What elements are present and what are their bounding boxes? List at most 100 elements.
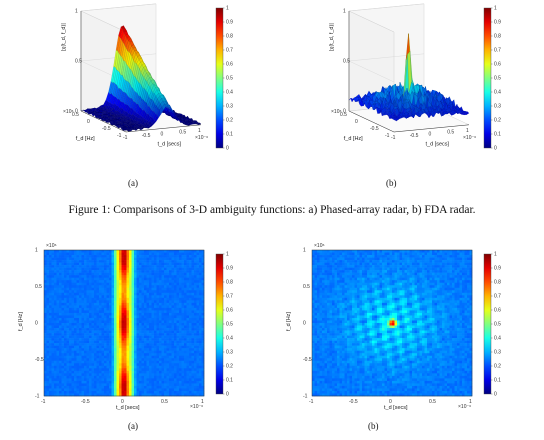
heatmap-fda: 1 0.5 0 -0.5 -1 -1 -0.5 0 0.5 1 ×10⁶ ×10⁻⁶ t_d [secs… <box>276 236 531 414</box>
colorbar-tick-label: 0.3 <box>226 104 233 110</box>
colorbar-tick-label: 0.8 <box>226 34 233 40</box>
colorbar: 1 0.9 0.8 0.7 0.6 0.5 0.4 0.3 0.2 0.1 0 <box>483 252 501 398</box>
surface-plot-fda: 1 0.5 0 -1 -0.5 0 0.5 1 0.5 0 -0.5 -1 |χ(t_d, f_d)| f… <box>276 0 531 170</box>
y-axis-label: f_d [Hz] <box>18 312 24 331</box>
x-tick-label: 1 <box>201 399 204 405</box>
z-axis-label: |χ(t_d, f_d)| <box>329 23 335 51</box>
colorbar-tick-label: 0.9 <box>494 266 501 272</box>
colorbar-tick-label: 0.8 <box>494 280 501 286</box>
colorbar-tick-label: 0.6 <box>494 62 501 68</box>
surface-plot-phased-array: 1 0.5 0 -1 -0.5 0 0.5 1 0.5 0 -0.5 -1 |χ(t_d, f_d)| f… <box>8 0 263 170</box>
y-axis-label: f_d [Hz] <box>286 312 292 331</box>
axis-lines <box>80 11 202 133</box>
fd-tick-label: 0 <box>87 119 90 125</box>
fd-tick-label: -0.5 <box>102 126 111 132</box>
colorbar-tick-label: 0.2 <box>494 118 501 124</box>
colorbar-tick-label: 0 <box>494 146 497 152</box>
colorbar-tick-label: 0.9 <box>226 266 233 272</box>
td-tick-label: -0.5 <box>410 133 419 139</box>
fd-tick-label: -0.5 <box>370 126 379 132</box>
x-exponent: ×10⁻⁶ <box>190 404 203 410</box>
x-exponent: ×10⁻⁶ <box>458 404 471 410</box>
colorbar-tick-label: 0.1 <box>494 132 501 138</box>
heatmap-phased-array: 1 0.5 0 -0.5 -1 -1 -0.5 0 0.5 1 ×10⁶ ×10⁻⁶ t_d [secs… <box>8 236 263 414</box>
colorbar-tick-label: 0.4 <box>494 336 501 342</box>
y-exponent: ×10⁶ <box>46 243 57 249</box>
y-tick-label: -1 <box>303 394 308 400</box>
colorbar-tick-label: 0.5 <box>226 322 233 328</box>
x-tick-label: -0.5 <box>349 399 358 405</box>
colorbar-tick-label: 0.9 <box>494 20 501 26</box>
y-tick-label: -0.5 <box>303 357 312 363</box>
z-axis-label: |χ(t_d, f_d)| <box>61 23 67 51</box>
td-tick-label: 0.5 <box>447 130 454 136</box>
z-tick-label: 0 <box>343 109 346 115</box>
colorbar-tick-label: 0 <box>226 146 229 152</box>
fd-tick-label: 0.5 <box>340 112 347 118</box>
td-tick-label: 0.5 <box>179 130 186 136</box>
fd-exponent: ×10⁶ <box>331 109 342 115</box>
colorbar-tick-label: 0.7 <box>226 294 233 300</box>
x-tick-label: -0.5 <box>81 399 90 405</box>
td-tick-label: -1 <box>391 135 396 141</box>
fd-tick-label: -1 <box>385 133 390 139</box>
x-tick-label: -1 <box>309 399 314 405</box>
colorbar-tick-label: 1 <box>226 252 229 258</box>
y-tick-label: 0 <box>35 321 38 327</box>
colorbar-tick-label: 0.6 <box>226 62 233 68</box>
x-tick-label: 0.5 <box>161 399 168 405</box>
fd-axis-label: f_d [Hz] <box>344 136 363 142</box>
colorbar-tick-label: 0.7 <box>494 48 501 54</box>
colorbar-tick-label: 0 <box>226 392 229 398</box>
z-tick-label: 0 <box>75 109 78 115</box>
colorbar: 1 0.9 0.8 0.7 0.6 0.5 0.4 0.3 0.2 0.1 0 <box>483 6 501 152</box>
colorbar-tick-label: 1 <box>494 6 497 12</box>
axis-lines <box>348 11 470 133</box>
y-exponent: ×10⁶ <box>314 243 325 249</box>
fd-tick-label: 0 <box>355 119 358 125</box>
y-tick-label: 1 <box>303 248 306 254</box>
td-tick-label: 0 <box>161 131 164 137</box>
y-tick-label: 1 <box>35 248 38 254</box>
sublabel-top-right: (b) <box>386 178 397 188</box>
z-tick-label: 0.5 <box>343 59 350 65</box>
colorbar-tick-label: 0.7 <box>494 294 501 300</box>
x-axis-label: t_d [secs] <box>116 405 140 411</box>
y-tick-label: 0 <box>303 321 306 327</box>
colorbar-tick-label: 0.3 <box>494 350 501 356</box>
colorbar-tick-label: 1 <box>226 6 229 12</box>
colorbar-tick-label: 0.8 <box>494 34 501 40</box>
colorbar: 1 0.9 0.8 0.7 0.6 0.5 0.4 0.3 0.2 0.1 0 <box>215 252 233 398</box>
surface-mesh <box>348 33 470 122</box>
x-tick-label: 1 <box>469 399 472 405</box>
colorbar-tick-label: 0.9 <box>226 20 233 26</box>
colorbar-tick-label: 0.1 <box>226 132 233 138</box>
colorbar-tick-label: 0.1 <box>494 378 501 384</box>
sublabel-bottom-right: (b) <box>368 421 379 431</box>
colorbar-tick-label: 0.5 <box>494 76 501 82</box>
x-tick-label: 0 <box>121 399 124 405</box>
figure-caption: Figure 1: Comparisons of 3-D ambiguity f… <box>68 204 476 216</box>
y-tick-label: -0.5 <box>35 357 44 363</box>
td-exponent: ×10⁻⁶ <box>195 135 208 141</box>
colorbar-tick-label: 1 <box>494 252 497 258</box>
colorbar-tick-label: 0.4 <box>494 90 501 96</box>
y-tick-label: 0.5 <box>35 284 42 290</box>
x-tick-label: -1 <box>41 399 46 405</box>
colorbar-tick-label: 0.3 <box>226 350 233 356</box>
td-axis-label: t_d [secs] <box>426 141 450 147</box>
heatmap-cells <box>44 250 205 397</box>
td-tick-label: 1 <box>198 128 201 134</box>
y-tick-label: -1 <box>35 394 40 400</box>
colorbar-tick-label: 0.4 <box>226 336 233 342</box>
fd-axis-label: f_d [Hz] <box>76 136 95 142</box>
z-tick-label: 0.5 <box>75 59 82 65</box>
td-tick-label: 1 <box>466 128 469 134</box>
colorbar-tick-label: 0.6 <box>494 308 501 314</box>
surface-mesh <box>80 25 202 132</box>
td-tick-label: -0.5 <box>142 133 151 139</box>
td-tick-label: -1 <box>123 135 128 141</box>
colorbar-tick-label: 0.5 <box>226 76 233 82</box>
colorbar: 1 0.9 0.8 0.7 0.6 0.5 0.4 0.3 0.2 0.1 0 <box>215 6 233 152</box>
axes-frame <box>43 249 205 397</box>
